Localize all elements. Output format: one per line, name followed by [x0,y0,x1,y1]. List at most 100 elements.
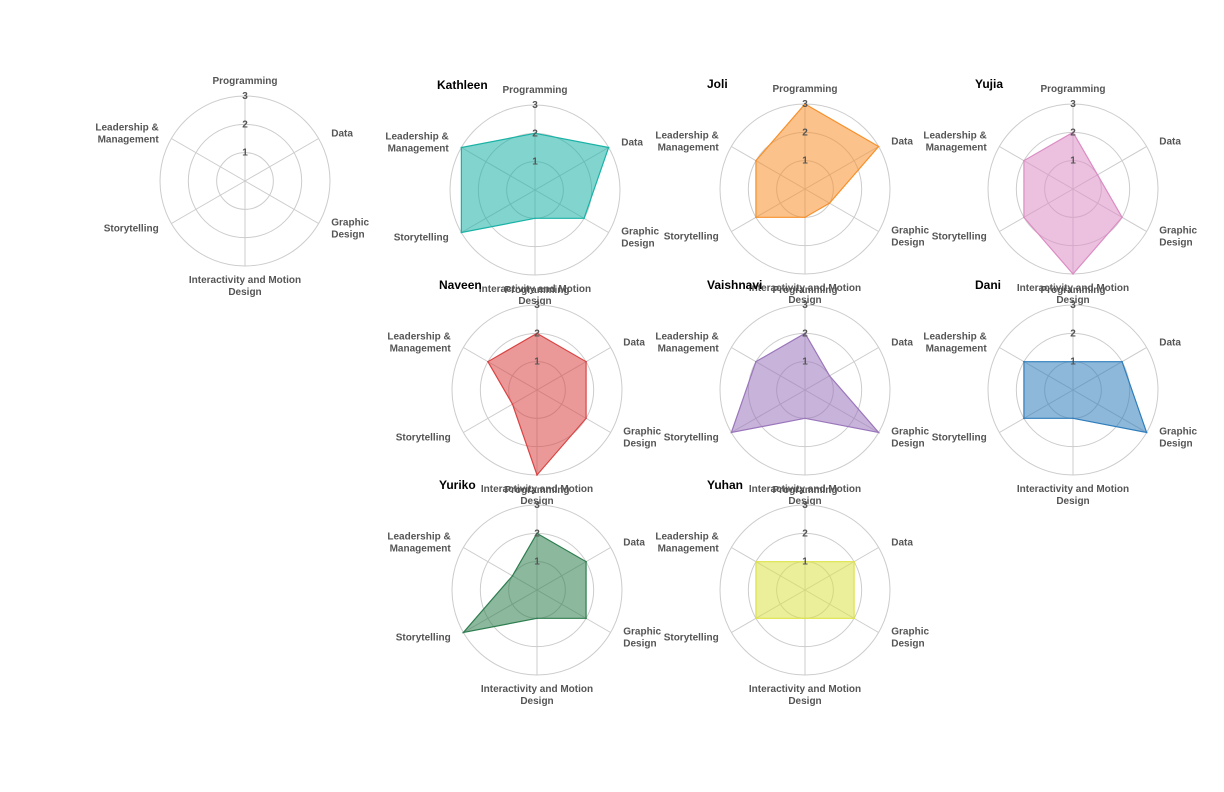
data-point-data [1096,174,1099,176]
data-point-graphic-design [1145,431,1148,434]
axis-spoke [244,180,319,224]
axis-spoke [171,138,246,182]
data-point-leadership-and-management [511,575,514,577]
data-point-programming [1072,131,1074,134]
panel-title-yuhan: Yuhan [707,478,743,492]
data-point-leadership-and-management [755,560,757,563]
radial-tick-label: 2 [1070,127,1076,138]
axis-label-storytelling: Storytelling [664,433,719,444]
axis-label-programming: Programming [504,485,569,496]
axis-label-leadership-and-management: Leadership & Management [95,123,159,146]
axis-label-leadership-and-management: Leadership & Management [387,332,451,355]
radar-panel-joli: 1 2 3 Programming Data Graphic Design Interacti… [655,77,929,306]
radial-tick-label: 3 [1070,300,1076,311]
axis-label-interactivity-and-motion-design: Interactivity and Motion Design [189,275,301,298]
radar-panel-dani: 1 2 3 Programming Data Graphic Design Interacti… [923,278,1197,507]
axis-label-leadership-and-management: Leadership & Management [655,332,719,355]
axis-label-data: Data [891,538,913,549]
axis-label-storytelling: Storytelling [932,232,987,243]
axis-label-graphic-design: Graphic Design [891,226,929,249]
axis-label-leadership-and-management: Leadership & Management [655,532,719,555]
data-point-storytelling [755,617,757,620]
radar-panel-vaishnavi: 1 2 3 Programming Data Graphic Design Interacti… [655,278,929,507]
axis-label-data: Data [331,129,353,140]
radar-panel-naveen: 1 2 3 Programming Data Graphic Design Interacti… [387,278,661,507]
axis-label-interactivity-and-motion-design: Interactivity and Motion Design [749,283,861,306]
radial-tick-label: 3 [534,300,540,311]
data-point-storytelling [460,231,463,234]
axis-label-programming: Programming [502,85,567,96]
axis-label-storytelling: Storytelling [396,633,451,644]
data-point-data [1121,360,1123,363]
data-point-graphic-design [585,617,587,620]
data-point-storytelling [511,403,514,405]
axis-label-programming: Programming [1040,84,1105,95]
axis-label-programming: Programming [1040,285,1105,296]
panel-title-yujia: Yujia [975,77,1003,91]
axis-label-interactivity-and-motion-design: Interactivity and Motion Design [481,684,593,707]
data-point-interactivity-and-motion-design [1072,273,1074,275]
data-point-interactivity-and-motion-design [536,474,538,476]
axis-spoke [244,138,319,182]
axis-label-interactivity-and-motion-design: Interactivity and Motion Design [481,484,593,507]
data-point-interactivity-and-motion-design [1072,417,1074,420]
axis-label-leadership-and-management: Leadership & Management [923,332,987,355]
data-point-interactivity-and-motion-design [804,417,806,420]
axis-label-programming: Programming [212,76,277,87]
radial-tick-label: 2 [534,528,540,539]
data-point-graphic-design [585,417,587,420]
axis-label-data: Data [891,338,913,349]
data-point-data [853,560,855,563]
data-point-programming [804,332,806,335]
data-point-data [585,560,587,563]
radial-tick-label: 2 [802,528,808,539]
panel-title-joli: Joli [707,77,728,91]
radial-tick-label: 2 [242,119,248,130]
axis-label-graphic-design: Graphic Design [331,218,369,241]
axis-label-graphic-design: Graphic Design [621,227,659,250]
axis-label-graphic-design: Graphic Design [623,627,661,650]
axis-label-interactivity-and-motion-design: Interactivity and Motion Design [479,284,591,307]
data-point-leadership-and-management [487,360,489,363]
radial-tick-label: 1 [802,357,808,368]
axis-label-interactivity-and-motion-design: Interactivity and Motion Design [749,684,861,707]
axis-label-leadership-and-management: Leadership & Management [385,132,449,155]
axis-label-interactivity-and-motion-design: Interactivity and Motion Design [1017,283,1129,306]
data-point-programming [804,103,806,105]
axis-label-data: Data [621,138,643,149]
radial-tick-label: 1 [802,156,808,167]
radial-tick-label: 2 [802,328,808,339]
data-point-graphic-design [853,617,855,620]
data-point-storytelling [1023,216,1025,219]
data-point-data [828,375,831,377]
radial-tick-label: 3 [534,500,540,511]
axis-label-graphic-design: Graphic Design [891,427,929,450]
axis-label-programming: Programming [772,84,837,95]
data-point-data [877,145,880,148]
radial-tick-label: 1 [802,557,808,568]
axis-label-data: Data [1159,338,1181,349]
axis-spoke [171,180,246,224]
data-point-leadership-and-management [1023,159,1025,162]
radial-tick-label: 3 [1070,99,1076,110]
radar-panel-yuriko: 1 2 3 Programming Data Graphic Design Interacti… [387,478,661,707]
panel-title-dani: Dani [975,278,1001,292]
data-point-interactivity-and-motion-design [804,216,806,219]
radial-tick-label: 1 [534,557,540,568]
data-point-programming [534,132,536,135]
data-point-programming [536,532,538,535]
data-point-data [585,360,587,363]
radial-tick-label: 1 [532,157,538,168]
data-point-programming [536,332,538,335]
data-point-programming [804,560,806,563]
radar-panel-empty: 1 2 3 Programming Data Graphic Design Interacti… [95,76,369,298]
radial-tick-label: 2 [802,127,808,138]
radial-tick-label: 2 [532,128,538,139]
radial-tick-label: 1 [1070,156,1076,167]
axis-label-graphic-design: Graphic Design [623,427,661,450]
radial-tick-label: 3 [802,500,808,511]
axis-label-graphic-design: Graphic Design [1159,226,1197,249]
radial-tick-label: 2 [1070,328,1076,339]
axis-label-programming: Programming [504,285,569,296]
